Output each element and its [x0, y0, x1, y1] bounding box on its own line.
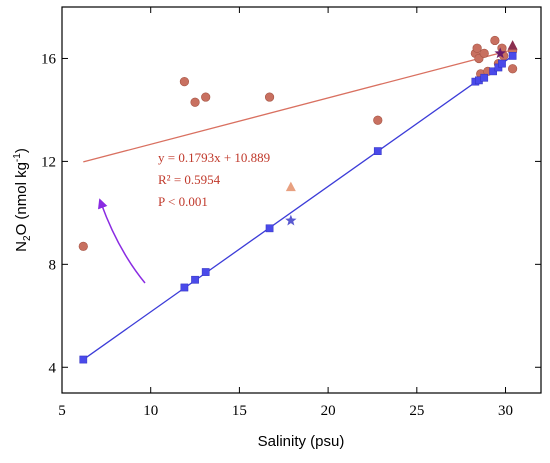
x-tick-label-4: 25 — [409, 403, 424, 419]
square-point-1-0 — [79, 355, 88, 364]
star-point-5-0 — [494, 47, 506, 59]
circle-point-0-0 — [78, 241, 88, 251]
square-point-1-8 — [480, 73, 489, 82]
fit-equation: y = 0.1793x + 10.889 — [158, 150, 270, 165]
circle-point-0-17 — [508, 64, 518, 74]
circle-point-0-5 — [373, 115, 383, 125]
fit-r-squared: R² = 0.5954 — [158, 172, 221, 187]
square-point-1-1 — [180, 283, 189, 292]
trend-arrow — [97, 198, 146, 284]
x-tick-label-1: 10 — [143, 403, 158, 419]
y-axis-ticks: 4 8 12 16 — [41, 51, 541, 376]
y-tick-label-0: 4 — [49, 360, 57, 376]
square-point-1-9 — [489, 67, 497, 76]
x-axis-title: Salinity (psu) — [258, 433, 345, 450]
square-point-1-12 — [508, 52, 517, 60]
fit-line-1 — [82, 55, 513, 361]
y-tick-label-2: 12 — [41, 154, 56, 170]
x-tick-label-5: 30 — [498, 403, 513, 419]
plot-frame — [61, 6, 542, 394]
y-tick-label-1: 8 — [49, 257, 57, 273]
square-point-1-3 — [201, 268, 210, 276]
circle-point-0-2 — [190, 97, 200, 107]
circle-point-0-12 — [490, 35, 500, 46]
circle-point-0-7 — [472, 43, 482, 53]
square-point-1-5 — [373, 147, 382, 155]
y-tick-label-3: 16 — [41, 51, 57, 67]
circle-point-0-4 — [264, 92, 275, 102]
triangle-point-3-0 — [507, 40, 518, 50]
square-point-1-11 — [498, 59, 506, 68]
square-point-1-2 — [191, 275, 199, 284]
x-tick-label-0: 5 — [58, 403, 66, 419]
x-tick-label-3: 20 — [321, 403, 336, 419]
circle-point-0-10 — [479, 48, 489, 58]
x-tick-label-2: 15 — [232, 403, 247, 419]
circle-point-0-3 — [201, 92, 211, 102]
circle-point-0-1 — [179, 77, 190, 87]
fit-line-0 — [83, 49, 513, 163]
fit-p-value: P < 0.001 — [158, 194, 208, 209]
data-points — [78, 35, 518, 364]
fit-annotation: y = 0.1793x + 10.889 R² = 0.5954 P < 0.0… — [158, 150, 270, 209]
x-axis-ticks: 5 10 15 20 25 30 — [58, 7, 513, 419]
triangle-point-2-0 — [285, 181, 296, 192]
square-point-1-4 — [265, 224, 274, 233]
fit-lines — [82, 49, 513, 361]
star-point-4-0 — [285, 214, 297, 226]
y-axis-title: N2O (nmol kg-1) — [12, 148, 33, 252]
